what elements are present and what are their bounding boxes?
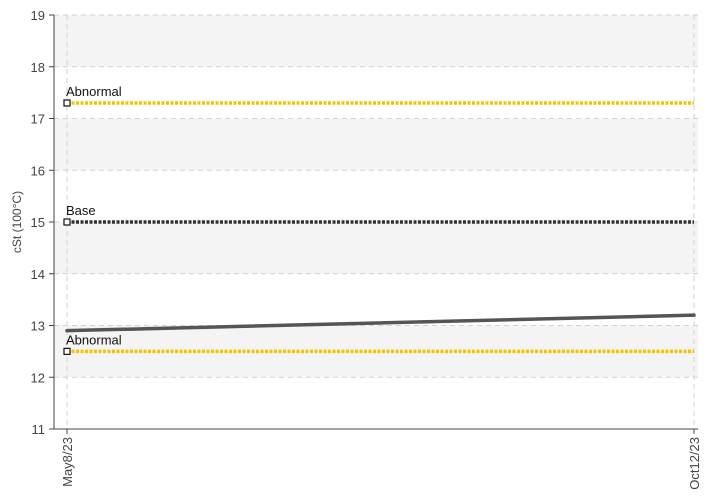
series-lines bbox=[65, 313, 696, 333]
reference-marker-0 bbox=[63, 99, 71, 107]
series-point-0-1 bbox=[692, 313, 696, 317]
y-tick-label-16: 16 bbox=[31, 163, 45, 178]
y-tick-label-15: 15 bbox=[31, 215, 45, 230]
x-tick-label-0: May8/23 bbox=[60, 437, 75, 487]
reference-marker-1 bbox=[63, 218, 71, 226]
series-line-0 bbox=[65, 313, 696, 333]
reference-marker-2 bbox=[63, 347, 71, 355]
reference-lines: Abnormal Base Abnormal bbox=[63, 84, 694, 355]
y-tick-label-18: 18 bbox=[31, 60, 45, 75]
series-point-0-0 bbox=[65, 329, 69, 332]
reference-label-0: Abnormal bbox=[66, 84, 122, 99]
reference-label-2: Abnormal bbox=[66, 332, 122, 347]
x-tick-label-1: Oct12/23 bbox=[687, 437, 702, 490]
y-tick-label-13: 13 bbox=[31, 319, 45, 334]
band-14-15 bbox=[54, 222, 698, 274]
y-tick-label-11: 11 bbox=[32, 422, 46, 437]
y-tick-label-17: 17 bbox=[31, 112, 45, 127]
y-tick-labels: 11 12 13 14 15 16 17 18 19 bbox=[31, 8, 45, 437]
y-tick-label-19: 19 bbox=[31, 8, 45, 23]
y-tick-label-12: 12 bbox=[31, 370, 45, 385]
x-tick-labels: May8/23 Oct12/23 bbox=[60, 437, 702, 490]
reference-label-1: Base bbox=[66, 203, 96, 218]
y-tick-label-14: 14 bbox=[31, 267, 45, 282]
axes bbox=[49, 14, 698, 434]
background-bands bbox=[54, 15, 698, 378]
y-axis-label: cSt (100°C) bbox=[10, 191, 24, 253]
band-16-17 bbox=[54, 118, 698, 171]
band-18-19 bbox=[54, 15, 698, 67]
